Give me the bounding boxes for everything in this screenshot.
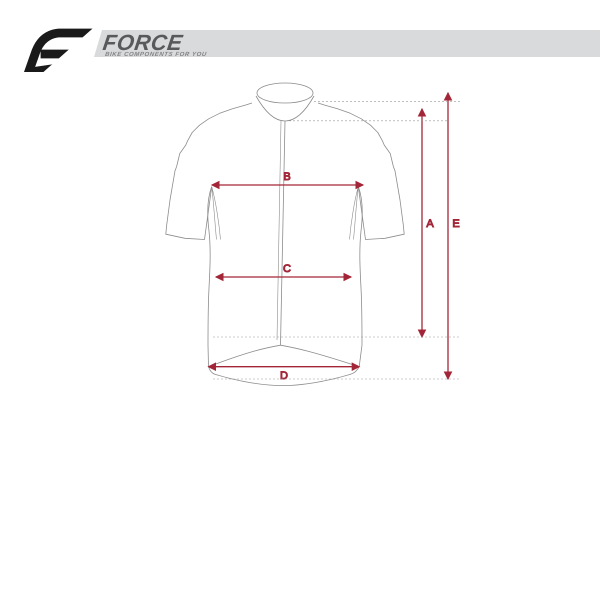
svg-text:C: C bbox=[283, 263, 291, 275]
svg-text:B: B bbox=[283, 171, 290, 183]
svg-text:E: E bbox=[452, 218, 459, 230]
svg-text:D: D bbox=[280, 370, 288, 382]
svg-text:A: A bbox=[426, 218, 434, 230]
